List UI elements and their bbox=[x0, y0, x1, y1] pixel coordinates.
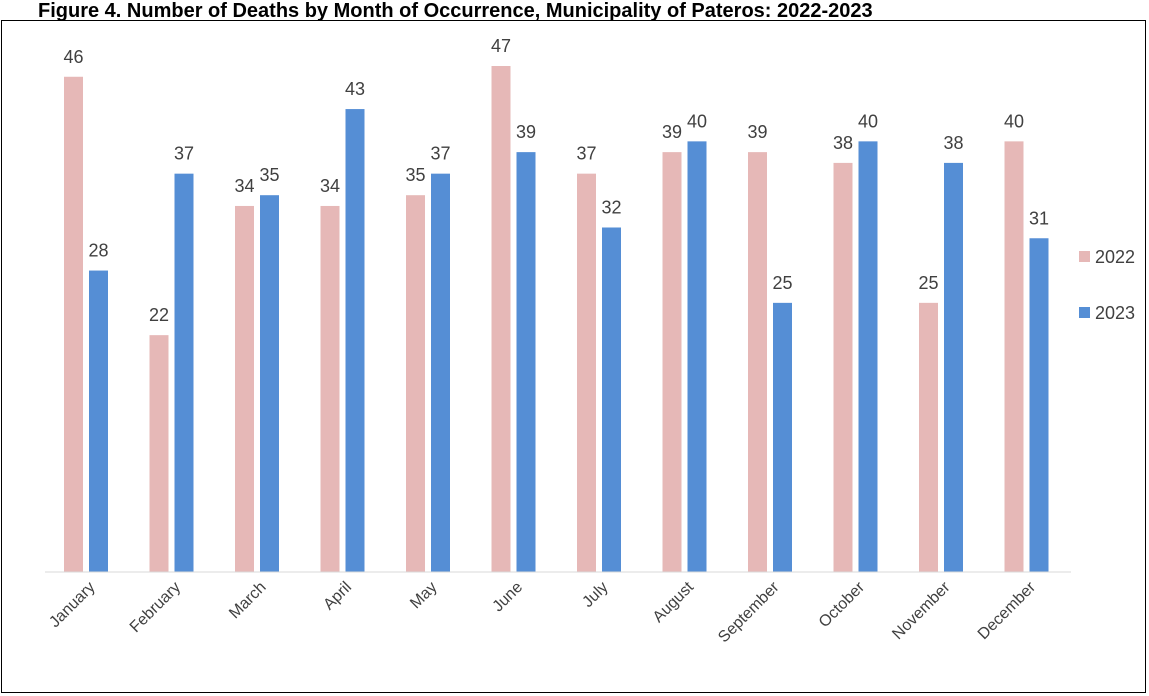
x-tick-label-may: May bbox=[407, 579, 440, 612]
bar-2022-december bbox=[1005, 141, 1024, 572]
bar-2023-january bbox=[89, 271, 108, 572]
x-tick-label-january: January bbox=[46, 579, 98, 631]
data-label-2022-august: 39 bbox=[662, 122, 682, 142]
bar-2023-may bbox=[431, 174, 450, 572]
data-label-2023-march: 35 bbox=[259, 165, 279, 185]
bar-2022-february bbox=[150, 335, 169, 572]
x-tick-label-june: June bbox=[490, 579, 527, 616]
data-label-2022-march: 34 bbox=[234, 176, 254, 196]
x-tick-labels-layer: January February March April May June July Augu… bbox=[46, 578, 1039, 646]
data-label-2022-november: 25 bbox=[918, 273, 938, 293]
bar-2023-march bbox=[260, 195, 279, 572]
data-label-2022-may: 35 bbox=[405, 165, 425, 185]
bar-2022-november bbox=[919, 303, 938, 572]
legend-swatch-2023 bbox=[1079, 307, 1090, 318]
data-label-2022-april: 34 bbox=[320, 176, 340, 196]
bar-2023-august bbox=[688, 141, 707, 572]
bar-2022-august bbox=[663, 152, 682, 572]
data-label-2022-june: 47 bbox=[491, 36, 511, 56]
legend-swatch-2022 bbox=[1079, 251, 1090, 262]
bar-2023-july bbox=[602, 227, 621, 572]
x-tick-label-september: September bbox=[715, 578, 783, 646]
x-tick-label-november: November bbox=[889, 578, 954, 643]
bar-2023-september bbox=[773, 303, 792, 572]
x-tick-label-april: April bbox=[320, 579, 355, 614]
x-tick-label-december: December bbox=[975, 578, 1040, 643]
data-label-2023-february: 37 bbox=[174, 144, 194, 164]
data-label-2023-june: 39 bbox=[516, 122, 536, 142]
bar-2023-november bbox=[944, 163, 963, 572]
data-label-2023-january: 28 bbox=[88, 241, 108, 261]
data-label-2022-july: 37 bbox=[576, 144, 596, 164]
data-label-2022-september: 39 bbox=[747, 122, 767, 142]
bar-2022-july bbox=[577, 174, 596, 572]
bar-2023-december bbox=[1030, 238, 1049, 572]
x-tick-label-march: March bbox=[226, 579, 269, 622]
data-label-2022-december: 40 bbox=[1004, 111, 1024, 131]
x-tick-label-february: February bbox=[127, 579, 184, 636]
bars-layer bbox=[64, 66, 1049, 572]
bar-2023-october bbox=[859, 141, 878, 572]
bar-2022-june bbox=[492, 66, 511, 572]
bar-2022-october bbox=[834, 163, 853, 572]
data-label-2023-august: 40 bbox=[687, 111, 707, 131]
legend: 2022 2023 bbox=[1079, 247, 1135, 323]
bar-2023-april bbox=[346, 109, 365, 572]
data-label-2023-november: 38 bbox=[943, 133, 963, 153]
bar-2023-june bbox=[517, 152, 536, 572]
legend-label-2022: 2022 bbox=[1095, 247, 1135, 267]
data-label-2023-december: 31 bbox=[1029, 208, 1049, 228]
legend-label-2023: 2023 bbox=[1095, 303, 1135, 323]
bar-2022-may bbox=[406, 195, 425, 572]
data-label-2023-april: 43 bbox=[345, 79, 365, 99]
bar-2022-september bbox=[748, 152, 767, 572]
x-tick-label-august: August bbox=[650, 578, 698, 626]
x-tick-label-october: October bbox=[816, 578, 869, 631]
bar-2022-january bbox=[64, 77, 83, 572]
data-label-2023-september: 25 bbox=[772, 273, 792, 293]
x-tick-label-july: July bbox=[579, 579, 611, 611]
data-label-2022-february: 22 bbox=[149, 305, 169, 325]
data-label-2022-october: 38 bbox=[833, 133, 853, 153]
bar-2022-march bbox=[235, 206, 254, 572]
data-label-2023-july: 32 bbox=[601, 197, 621, 217]
data-label-2022-january: 46 bbox=[63, 47, 83, 67]
bar-2022-april bbox=[321, 206, 340, 572]
data-labels-layer: 4628223734353443353747393732394039253840… bbox=[63, 36, 1049, 325]
data-label-2023-may: 37 bbox=[430, 144, 450, 164]
data-label-2023-october: 40 bbox=[858, 111, 878, 131]
bar-2023-february bbox=[175, 174, 194, 572]
